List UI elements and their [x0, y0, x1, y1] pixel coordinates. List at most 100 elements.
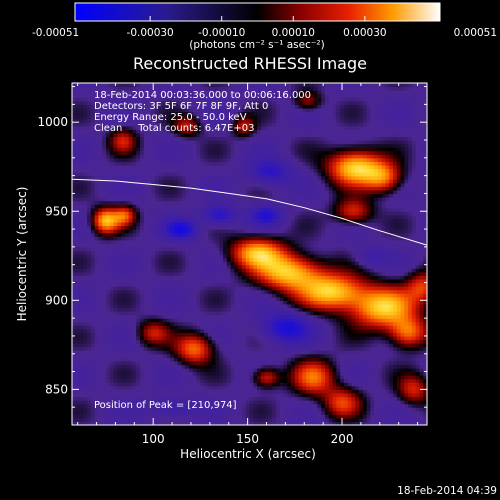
heatmap-cell	[177, 211, 183, 216]
heatmap-cell	[241, 350, 247, 355]
heatmap-cell	[253, 392, 258, 398]
heatmap-cell	[155, 147, 160, 152]
heatmap-cell	[75, 147, 81, 152]
heatmap-cell	[238, 143, 243, 148]
heatmap-cell	[230, 421, 235, 425]
heatmap-cell	[177, 168, 183, 173]
heatmap-cell	[87, 328, 92, 333]
heatmap-cell	[249, 229, 254, 234]
heatmap-cell	[109, 350, 115, 355]
heatmap-cell	[196, 115, 202, 120]
heatmap-cell	[132, 389, 137, 394]
heatmap-cell	[143, 243, 149, 248]
heatmap-cell	[90, 303, 96, 309]
heatmap-cell	[234, 346, 239, 351]
heatmap-cell	[192, 389, 198, 394]
heatmap-cell	[189, 193, 194, 198]
heatmap-cell	[192, 410, 198, 415]
heatmap-cell	[215, 236, 220, 241]
heatmap-cell	[158, 164, 164, 170]
heatmap-cell	[94, 314, 100, 319]
heatmap-cell	[234, 371, 239, 376]
heatmap-cell	[177, 204, 183, 209]
heatmap-cell	[200, 417, 205, 423]
heatmap-cell	[166, 143, 171, 148]
heatmap-cell	[72, 318, 77, 323]
heatmap-cell	[219, 221, 224, 227]
heatmap-cell	[257, 243, 262, 248]
heatmap-cell	[200, 371, 205, 376]
heatmap-cell	[162, 154, 168, 159]
heatmap-cell	[226, 296, 232, 301]
heatmap-cell	[207, 289, 213, 294]
heatmap-cell	[72, 186, 77, 191]
heatmap-cell	[189, 360, 194, 366]
heatmap-cell	[215, 414, 220, 419]
heatmap-cell	[177, 200, 183, 205]
heatmap-cell	[87, 271, 92, 276]
heatmap-cell	[211, 392, 217, 398]
heatmap-cell	[121, 282, 126, 287]
heatmap-cell	[139, 140, 145, 145]
heatmap-cell	[94, 396, 100, 401]
heatmap-cell	[124, 104, 130, 109]
heatmap-cell	[257, 353, 262, 358]
heatmap-cell	[109, 325, 115, 330]
heatmap-cell	[196, 157, 202, 162]
heatmap-cell	[200, 111, 205, 116]
heatmap-cell	[132, 229, 137, 234]
heatmap-cell	[121, 353, 126, 358]
heatmap-cell	[162, 100, 168, 105]
heatmap-cell	[173, 154, 179, 159]
heatmap-cell	[181, 400, 186, 405]
heatmap-cell	[90, 179, 96, 184]
heatmap-cell	[170, 335, 175, 341]
heatmap-cell	[72, 204, 77, 209]
heatmap-cell	[207, 325, 213, 330]
heatmap-cell	[155, 311, 160, 316]
heatmap-cell	[234, 197, 239, 202]
heatmap-cell	[185, 197, 190, 202]
heatmap-cell	[90, 221, 96, 227]
heatmap-cell	[132, 353, 137, 358]
heatmap-cell	[245, 392, 251, 398]
heatmap-cell	[234, 314, 239, 319]
heatmap-cell	[90, 371, 96, 376]
heatmap-cell	[264, 243, 269, 248]
heatmap-cell	[177, 278, 183, 284]
heatmap-cell	[75, 271, 81, 276]
heatmap-cell	[83, 189, 88, 195]
heatmap-cell	[87, 332, 92, 337]
heatmap-cell	[177, 286, 183, 291]
heatmap-cell	[128, 229, 134, 234]
heatmap-cell	[113, 286, 118, 291]
heatmap-cell	[87, 382, 92, 387]
heatmap-cell	[166, 186, 171, 191]
heatmap-cell	[132, 400, 137, 405]
heatmap-cell	[155, 125, 160, 130]
heatmap-cell	[128, 353, 134, 358]
heatmap-cell	[226, 200, 232, 205]
heatmap-cell	[136, 90, 141, 95]
heatmap-cell	[90, 296, 96, 301]
heatmap-cell	[132, 154, 137, 159]
heatmap-cell	[162, 182, 168, 187]
heatmap-cell	[105, 417, 111, 423]
heatmap-cell	[143, 385, 149, 390]
heatmap-cell	[83, 303, 88, 309]
heatmap-cell	[151, 111, 156, 116]
heatmap-cell	[238, 246, 243, 252]
heatmap-cell	[113, 378, 118, 383]
heatmap-cell	[253, 254, 258, 259]
heatmap-cell	[113, 125, 118, 130]
heatmap-cell	[253, 417, 258, 423]
heatmap-cell	[102, 350, 107, 355]
heatmap-cell	[158, 289, 164, 294]
heatmap-cell	[177, 161, 183, 166]
heatmap-cell	[166, 421, 171, 425]
heatmap-cell	[253, 164, 258, 170]
heatmap-cell	[109, 278, 115, 284]
heatmap-cell	[200, 164, 205, 170]
heatmap-cell	[143, 261, 149, 266]
heatmap-cell	[94, 172, 100, 177]
